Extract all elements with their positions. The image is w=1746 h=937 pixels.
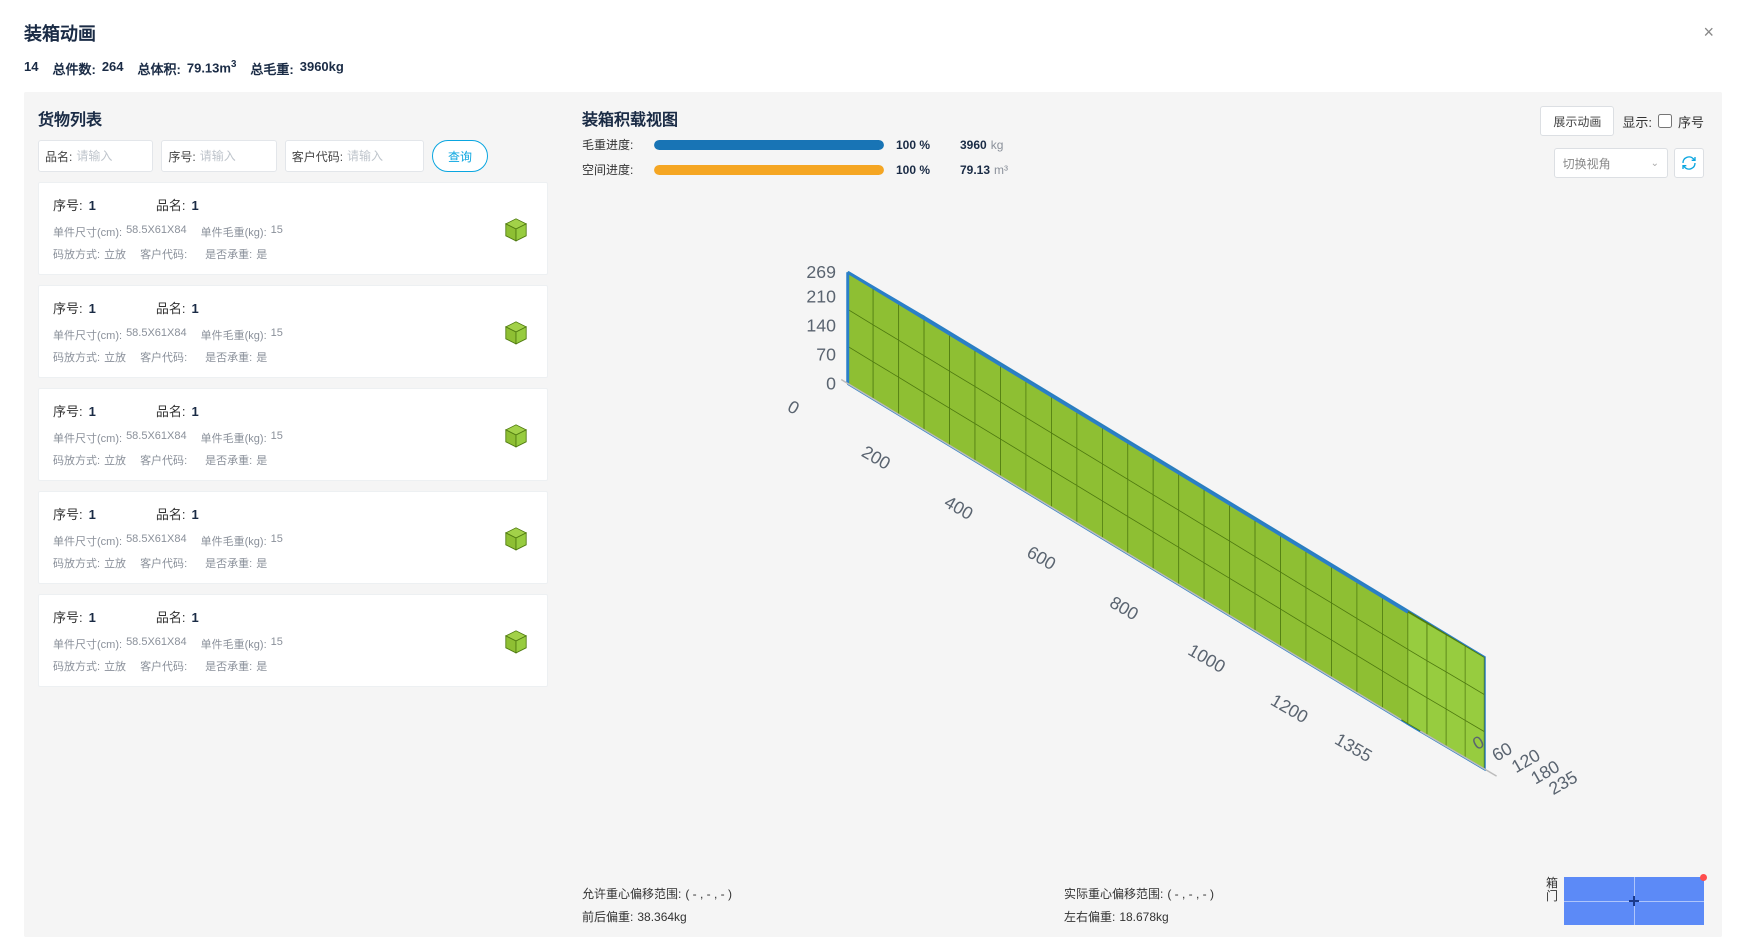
pinming-label: 品名: bbox=[45, 148, 72, 165]
xuhao-input[interactable] bbox=[200, 149, 270, 163]
actual-offset-value: ( - , - , - ) bbox=[1167, 887, 1214, 901]
svg-text:0: 0 bbox=[784, 397, 803, 419]
view-select-placeholder: 切换视角 bbox=[1563, 155, 1611, 172]
summary-weight-label: 总毛重: bbox=[250, 59, 293, 78]
xuhao-label: 序号: bbox=[168, 148, 195, 165]
weight-progress-fill bbox=[654, 140, 884, 150]
chevron-down-icon: ⌄ bbox=[1651, 158, 1659, 169]
cargo-cube-icon bbox=[499, 418, 533, 452]
summary-volume: 79.13m3 bbox=[187, 59, 237, 78]
space-progress-row: 空间进度: 100 % 79.13m³ bbox=[582, 161, 1008, 178]
space-progress-fill bbox=[654, 165, 884, 175]
svg-text:1000: 1000 bbox=[1185, 640, 1229, 677]
show-seq-label: 序号 bbox=[1678, 112, 1704, 131]
cargo-card[interactable]: 序号:1品名:1单件尺寸(cm)58.5X61X84单件毛重(kg)15码放方式… bbox=[38, 594, 548, 687]
svg-text:70: 70 bbox=[816, 345, 836, 365]
svg-text:800: 800 bbox=[1106, 593, 1142, 625]
summary-volume-label: 总体积: bbox=[138, 59, 181, 78]
khdm-label: 客户代码: bbox=[292, 148, 343, 165]
fb-weight-value: 38.364kg bbox=[637, 910, 686, 924]
page-title: 装箱动画 bbox=[24, 20, 96, 46]
cargo-card[interactable]: 序号:1品名:1单件尺寸(cm)58.5X61X84单件毛重(kg)15码放方式… bbox=[38, 182, 548, 275]
summary-count: 264 bbox=[102, 59, 124, 78]
close-icon[interactable]: × bbox=[1695, 18, 1722, 47]
svg-text:269: 269 bbox=[806, 263, 836, 283]
svg-text:1200: 1200 bbox=[1267, 691, 1311, 728]
container-3d-view[interactable]: 2692101407000200400600800100012001355235… bbox=[582, 190, 1704, 873]
weight-progress-track bbox=[654, 140, 884, 150]
weight-progress-row: 毛重进度: 100 % 3960kg bbox=[582, 136, 1008, 153]
cargo-cube-icon bbox=[499, 624, 533, 658]
cargo-panel-title: 货物列表 bbox=[38, 106, 554, 130]
summary-bar: 14 总件数: 264 总体积: 79.13m3 总毛重: 3960kg bbox=[24, 59, 1722, 78]
show-animation-button[interactable]: 展示动画 bbox=[1540, 106, 1614, 136]
door-indicator bbox=[1564, 877, 1704, 925]
refresh-button[interactable] bbox=[1674, 148, 1704, 178]
show-label: 显示: bbox=[1622, 112, 1652, 131]
weight-progress-label: 毛重进度: bbox=[582, 136, 642, 153]
xuhao-field[interactable]: 序号: bbox=[161, 140, 276, 172]
svg-text:600: 600 bbox=[1024, 542, 1060, 574]
fb-weight-label: 前后偏重: bbox=[582, 910, 633, 924]
space-progress-label: 空间进度: bbox=[582, 161, 642, 178]
svg-text:1355: 1355 bbox=[1331, 730, 1375, 767]
cargo-card[interactable]: 序号:1品名:1单件尺寸(cm)58.5X61X84单件毛重(kg)15码放方式… bbox=[38, 388, 548, 481]
svg-text:200: 200 bbox=[858, 442, 894, 474]
pinming-field[interactable]: 品名: bbox=[38, 140, 153, 172]
cargo-card[interactable]: 序号:1品名:1单件尺寸(cm)58.5X61X84单件毛重(kg)15码放方式… bbox=[38, 491, 548, 584]
cargo-cube-icon bbox=[499, 315, 533, 349]
actual-offset-label: 实际重心偏移范围: bbox=[1064, 887, 1163, 901]
refresh-icon bbox=[1681, 155, 1697, 171]
cargo-cube-icon bbox=[499, 212, 533, 246]
summary-index: 14 bbox=[24, 59, 38, 78]
svg-text:0: 0 bbox=[826, 374, 836, 394]
svg-text:400: 400 bbox=[941, 492, 977, 524]
cargo-panel: 货物列表 品名: 序号: 客户代码: 查询 序号:1品名:1单件尺寸(cm)58… bbox=[24, 92, 564, 937]
lr-weight-value: 18.678kg bbox=[1119, 910, 1168, 924]
summary-count-label: 总件数: bbox=[52, 59, 95, 78]
allow-offset-value: ( - , - , - ) bbox=[685, 887, 732, 901]
show-seq-checkbox[interactable] bbox=[1658, 114, 1672, 128]
space-progress-track bbox=[654, 165, 884, 175]
viz-title: 装箱积载视图 bbox=[582, 106, 1008, 130]
lr-weight-label: 左右偏重: bbox=[1064, 910, 1115, 924]
cargo-cube-icon bbox=[499, 521, 533, 555]
svg-text:140: 140 bbox=[806, 316, 836, 336]
cargo-card[interactable]: 序号:1品名:1单件尺寸(cm)58.5X61X84单件毛重(kg)15码放方式… bbox=[38, 285, 548, 378]
view-select[interactable]: 切换视角 ⌄ bbox=[1554, 148, 1668, 178]
khdm-field[interactable]: 客户代码: bbox=[285, 140, 424, 172]
viz-panel: 装箱积载视图 毛重进度: 100 % 3960kg 空间进度: bbox=[564, 92, 1722, 937]
allow-offset-label: 允许重心偏移范围: bbox=[582, 887, 681, 901]
svg-text:210: 210 bbox=[806, 287, 836, 307]
khdm-input[interactable] bbox=[347, 149, 417, 163]
cargo-list[interactable]: 序号:1品名:1单件尺寸(cm)58.5X61X84单件毛重(kg)15码放方式… bbox=[38, 182, 554, 927]
door-label: 箱门 bbox=[1546, 877, 1558, 903]
summary-weight: 3960kg bbox=[300, 59, 344, 78]
pinming-input[interactable] bbox=[76, 149, 146, 163]
search-bar: 品名: 序号: 客户代码: 查询 bbox=[38, 140, 554, 172]
query-button[interactable]: 查询 bbox=[432, 140, 488, 172]
